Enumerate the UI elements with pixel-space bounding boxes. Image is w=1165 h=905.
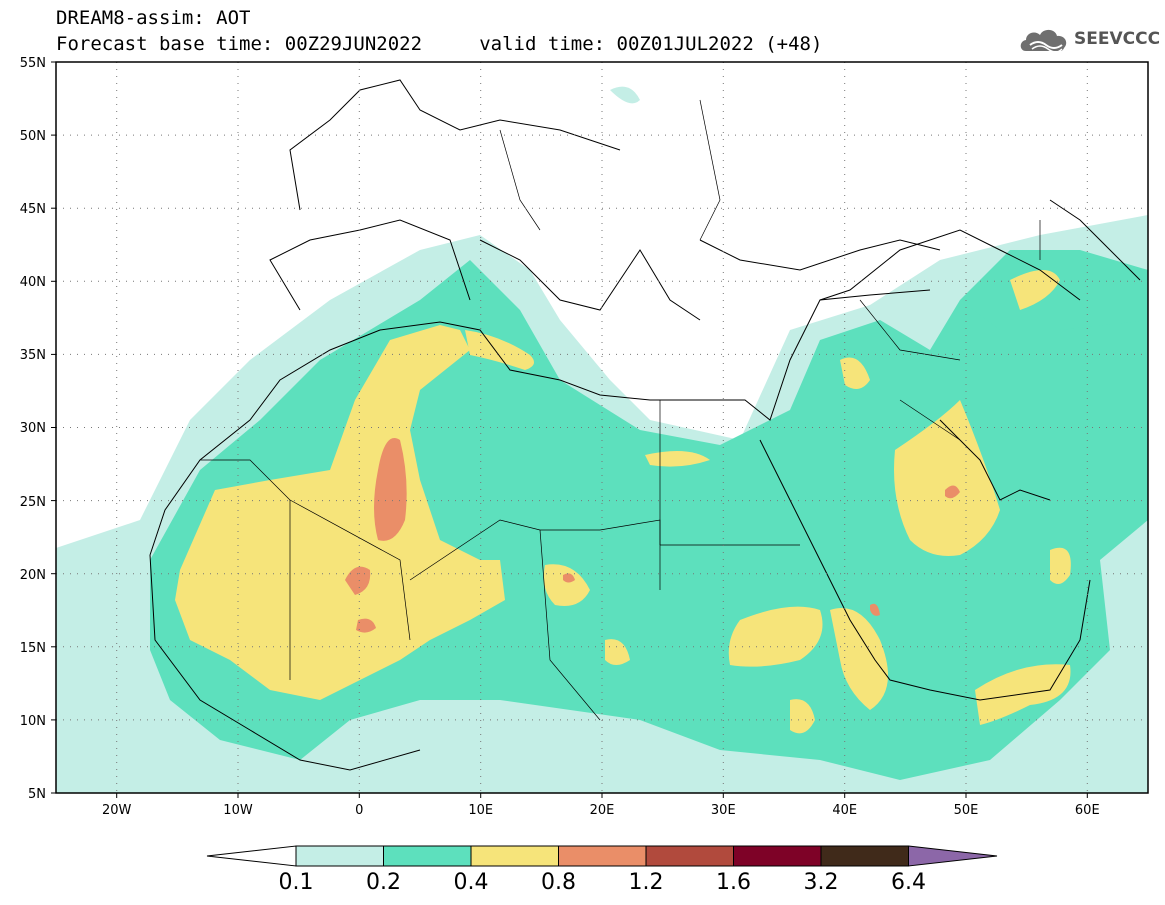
- lon-label: 10W: [223, 803, 253, 818]
- aot-region-0.4-niger: [605, 639, 630, 665]
- lon-label: 0: [355, 803, 363, 818]
- lon-label: 50E: [954, 803, 979, 818]
- aot-region-0.4-iraq: [840, 357, 870, 389]
- colorbar-high-arrow: [908, 845, 998, 867]
- lat-label: 40N: [20, 275, 46, 290]
- aot-region-0.4-arabia: [894, 400, 1000, 556]
- lon-label: 20E: [590, 803, 615, 818]
- lat-label: 30N: [20, 421, 46, 436]
- lat-label: 20N: [20, 568, 46, 583]
- aot-region-0.8-chad: [563, 573, 575, 583]
- aot-region-0.4-tunisia: [465, 330, 534, 370]
- aot-region-0.4-redsea: [830, 608, 888, 710]
- aot-region-0.4-somalia: [975, 664, 1071, 725]
- aot-region-0.8-arabia: [945, 485, 960, 499]
- longitude-labels: 20W 10W 0 10E 20E 30E 40E 50E 60E: [102, 803, 1100, 818]
- aot-region-0.8-redsea: [870, 603, 880, 616]
- aot-region-0.4-caspian: [1010, 270, 1060, 310]
- lon-label: 30E: [711, 803, 736, 818]
- lon-label: 10E: [468, 803, 493, 818]
- cloud-logo-icon: [1020, 29, 1067, 53]
- aot-region-0.4-chad: [543, 564, 590, 606]
- colorbar-label: 6.4: [891, 870, 926, 895]
- aot-region-0.4-oman: [1050, 547, 1071, 584]
- aot-region-0.2-caspian: [960, 250, 1148, 330]
- aot-region-0.4-ethiopia: [790, 699, 815, 734]
- colorbar-segment: [820, 845, 909, 867]
- colorbar-segment: [733, 845, 822, 867]
- lat-label: 50N: [20, 129, 46, 144]
- colorbar-label: 0.2: [366, 870, 401, 895]
- lat-label: 35N: [20, 348, 46, 363]
- lon-label: 40E: [832, 803, 857, 818]
- lat-label: 15N: [20, 641, 46, 656]
- graticule: [56, 62, 1148, 793]
- colorbar-segment: [295, 845, 384, 867]
- lon-label: 60E: [1075, 803, 1100, 818]
- lat-label: 10N: [20, 714, 46, 729]
- colorbar-label: 1.2: [628, 870, 664, 895]
- colorbar-segment: [383, 845, 472, 867]
- coastlines: [149, 79, 1141, 771]
- axis-ticks: [51, 61, 1088, 798]
- aot-region-0.4-egypt: [645, 451, 710, 467]
- lat-label: 25N: [20, 495, 46, 510]
- brand-name: SEEVCCC: [1074, 29, 1161, 49]
- aot-region-0.8-mali2: [356, 618, 376, 633]
- aot-region-0.8-algeria: [374, 438, 407, 541]
- seevccc-logo: SEEVCCC: [1018, 25, 1161, 55]
- aot-region-0.4-sudan: [728, 606, 823, 667]
- colorbar-label: 0.8: [541, 870, 576, 895]
- colorbar-label: 0.4: [453, 870, 489, 895]
- lon-label: 20W: [102, 803, 132, 818]
- colorbar-segment: [470, 845, 559, 867]
- aot-field: [56, 79, 1148, 793]
- lat-label: 55N: [20, 56, 46, 71]
- aot-region-0.4-sahara: [175, 325, 505, 700]
- forecast-time-line: Forecast base time: 00Z29JUN2022 valid t…: [56, 33, 823, 55]
- aot-region-0.8-mali: [345, 566, 371, 595]
- lat-label: 5N: [28, 787, 46, 802]
- colorbar-label: 0.1: [278, 870, 314, 895]
- colorbar-label: 1.6: [716, 870, 751, 895]
- colorbar-label: 3.2: [803, 870, 839, 895]
- map-title: DREAM8-assim: AOT: [56, 7, 251, 29]
- borders: [200, 99, 1041, 721]
- latitude-labels: 55N 50N 45N 40N 35N 30N 25N 20N 15N 10N …: [20, 56, 46, 802]
- colorbar-segment: [558, 845, 647, 867]
- lat-label: 45N: [20, 202, 46, 217]
- colorbar: [206, 845, 998, 867]
- aot-region-0.1-north: [610, 86, 640, 104]
- colorbar-segment: [645, 845, 734, 867]
- colorbar-low-arrow: [206, 845, 297, 867]
